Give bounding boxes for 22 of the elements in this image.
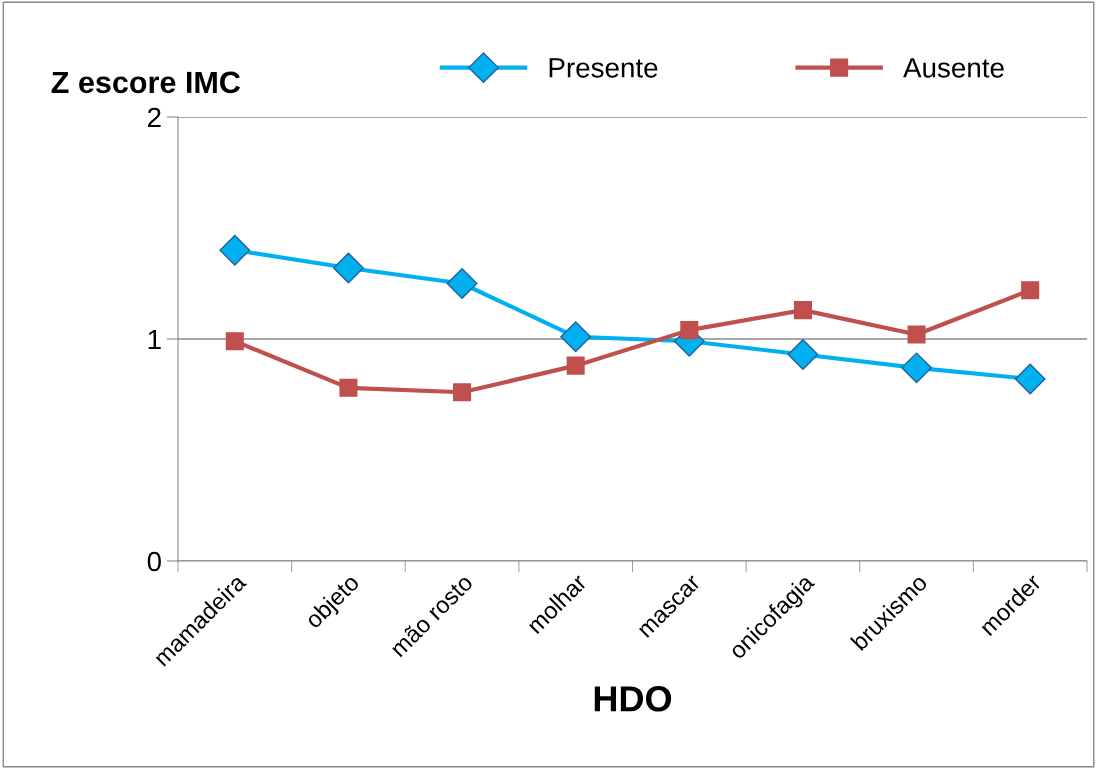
point — [219, 234, 251, 266]
point — [901, 352, 932, 384]
y-axis-title: Z escore IMC — [51, 71, 241, 94]
point — [560, 321, 592, 353]
point — [333, 252, 364, 284]
point — [1014, 363, 1046, 395]
point — [339, 378, 358, 397]
point — [446, 268, 478, 299]
x-axis-title: HDO — [594, 686, 672, 712]
legend-label: Presente — [549, 58, 658, 78]
point — [225, 332, 244, 351]
point — [566, 356, 585, 375]
point — [453, 383, 472, 402]
y-tick-label: 0 — [147, 551, 161, 572]
point — [680, 321, 699, 340]
legend-label: Ausente — [903, 58, 1004, 78]
y-tick-label: 1 — [148, 329, 161, 350]
point — [787, 339, 819, 370]
y-tick-label: 2 — [147, 107, 161, 128]
point — [907, 325, 926, 344]
point — [1021, 281, 1040, 300]
point — [793, 301, 812, 320]
